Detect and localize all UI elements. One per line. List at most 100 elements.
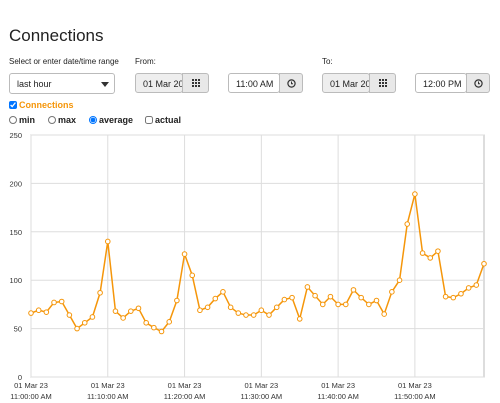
data-point [327,293,334,300]
data-point [151,324,157,331]
data-point [412,191,418,197]
data-point [43,309,50,315]
dropdown-arrow [101,82,109,87]
data-point [166,319,173,325]
x-tick-date: 01 Mar 23 [14,381,48,390]
data-point [197,307,203,314]
y-tick-label: 0 [18,373,22,382]
to-date: 01 Mar 2023 [330,79,370,89]
aggregation-option[interactable]: min [9,115,35,125]
data-point [189,272,196,279]
x-tick-time: 11:10:00 AM [87,392,129,401]
data-point [220,289,226,295]
radio[interactable] [89,116,97,124]
from-time: 11:00 AM [236,79,274,89]
data-point [250,312,257,318]
data-point [389,289,395,295]
y-tick-label: 250 [9,131,22,140]
data-point [243,312,249,318]
data-point [128,308,134,314]
plot-area [30,134,485,378]
series-checkbox[interactable] [9,101,17,109]
x-tick-date: 01 Mar 23 [321,381,355,390]
x-tick-time: 11:30:00 AM [241,392,283,401]
data-point [366,301,372,308]
data-point [51,299,57,306]
data-point [473,282,480,288]
to-date-input[interactable]: 01 Mar 2023 [322,73,370,93]
clock-icon [474,79,483,88]
calendar-icon [192,79,200,87]
data-point [350,287,357,293]
data-point [281,296,288,303]
calendar-icon [379,79,387,87]
data-point [465,285,472,291]
data-point [158,328,165,335]
data-point [373,297,380,304]
actual-option[interactable]: actual [145,115,181,125]
data-point [227,304,234,311]
y-tick-label: 100 [9,276,22,285]
option-label: max [58,115,77,125]
data-point [458,290,464,297]
actual-checkbox[interactable] [145,116,153,124]
data-point [266,312,272,318]
data-point [312,292,318,299]
radio[interactable] [9,116,17,124]
to-clock-button[interactable] [466,73,490,93]
legend-entry: Connections [19,100,74,110]
x-tick-date: 01 Mar 23 [244,381,278,390]
data-point [97,289,103,296]
to-time: 12:00 PM [423,79,462,89]
option-label: average [99,115,134,125]
x-tick-time: 11:00:00 AM [10,392,52,401]
from-label: From: [135,57,156,66]
x-tick-date: 01 Mar 23 [398,381,432,390]
y-tick-label: 50 [14,325,22,334]
data-point [28,310,34,316]
range-select[interactable]: last hour [9,73,115,94]
clock-icon [287,79,296,88]
aggregation-option[interactable]: average [89,115,133,125]
y-tick-label: 200 [9,179,22,188]
chart: 0 50 100 150 200 250 01 Mar 23 11:00:00 AM 01 Ma… [9,131,487,401]
data-point [112,308,119,314]
data-point [319,301,326,308]
radio[interactable] [48,116,56,124]
data-point [435,248,441,254]
data-point [427,255,434,261]
data-point [304,284,311,290]
x-tick-time: 11:20:00 AM [164,392,206,401]
x-tick-time: 11:50:00 AM [394,392,436,401]
data-point [66,312,73,318]
data-point [396,277,403,283]
range-value: last hour [17,79,52,89]
option-label: min [19,115,36,125]
data-point [174,297,180,304]
page-title: Connections [9,26,104,45]
data-point [235,310,242,316]
x-tick-date: 01 Mar 23 [91,381,125,390]
data-point [335,301,341,308]
from-time-input[interactable]: 11:00 AM [228,73,280,93]
aggregation-option[interactable]: max [48,115,76,125]
to-time-input[interactable]: 12:00 PM [415,73,467,93]
data-point [35,307,42,314]
data-point [404,221,411,227]
data-point [381,311,387,317]
from-date-input[interactable]: 01 Mar 2023 [135,73,183,93]
data-point [81,319,88,326]
data-point [419,250,426,256]
x-tick-time: 11:40:00 AM [317,392,359,401]
from-calendar-button[interactable] [182,73,209,93]
data-point [273,304,280,311]
y-tick-label: 150 [9,228,22,237]
data-point [120,315,126,321]
from-clock-button[interactable] [279,73,303,93]
to-calendar-button[interactable] [369,73,396,93]
series-toggle[interactable]: Connections [9,100,74,110]
data-point [74,325,80,332]
data-point [442,293,449,300]
data-point [181,251,188,257]
series-line [30,193,485,333]
